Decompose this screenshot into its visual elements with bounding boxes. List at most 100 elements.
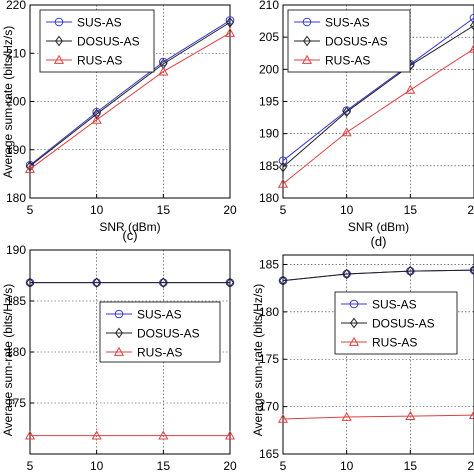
legend-marker [303,35,311,47]
legend-marker [301,54,313,64]
legend-label: SUS-AS [372,298,417,312]
series-line [29,20,231,166]
data-point [224,430,236,440]
legend: SUS-AS DOSUS-AS RUS-AS [334,291,458,355]
y-axis-label: Average sum-rate (bits/Hz/s) [1,284,15,437]
y-tick-label: 165 [259,447,279,461]
y-tick-label: 180 [259,305,279,319]
x-axis-label: SNR (dBm) [348,220,409,234]
y-tick-label: 175 [259,352,279,366]
legend-marker [114,309,124,319]
legend-marker [348,336,360,346]
data-point [226,17,234,28]
data-point [342,268,351,280]
series-line [282,414,474,420]
x-tick-label: 20 [467,459,474,473]
series-line [29,21,231,167]
x-tick-label: 15 [404,459,418,473]
data-point [159,277,168,288]
panel-b: 5 10 15 20 180 185 190 195 200 205 210 SNR (dBm) SUS… [259,0,474,234]
x-tick-label: 5 [280,203,287,217]
y-tick-label: 170 [259,400,279,414]
y-axis-label: Average sum-rate (bits/Hz/s) [1,26,15,179]
series-rus-as [24,27,236,173]
axes-box [282,254,474,455]
x-tick-label: 5 [27,459,34,473]
y-tick-label: 210 [6,46,26,60]
data-point [158,430,169,440]
y-tick-label: 180 [6,191,26,205]
data-point [26,277,34,288]
data-point [224,27,236,37]
legend-marker [350,317,358,329]
data-point [341,411,352,421]
panel-a: 5 10 15 20 180 190 200 210 220 SNR (dBm) Average s… [1,0,237,234]
series-line [29,32,231,170]
data-point [278,156,288,165]
y-tick-label: 200 [259,62,279,76]
y-tick-label: 185 [259,159,279,173]
legend-label: RUS-AS [325,54,370,68]
plot-area [283,255,474,454]
x-tick-label: 10 [90,203,104,217]
data-point [341,127,352,137]
data-point [226,277,234,288]
series-line [282,269,474,282]
legend-label: RUS-AS [137,346,182,360]
legend-marker [113,346,125,356]
x-tick-label: 5 [27,203,34,217]
y-tick-label: 190 [6,143,26,157]
x-tick-label: 15 [157,203,171,217]
y-tick-label: 185 [6,294,26,308]
data-point [342,106,351,118]
data-point [92,108,101,120]
x-tick-label: 10 [90,459,104,473]
legend-marker [302,17,312,27]
legend-label: RUS-AS [372,336,417,350]
data-point [469,13,474,23]
y-tick-label: 175 [6,396,26,410]
x-tick-label: 20 [223,459,237,473]
data-point [24,430,36,440]
panel-d: 5 10 15 20 165 170 175 180 185 Average sum-rate (… [251,234,474,473]
legend-label: DOSUS-AS [372,317,435,331]
data-point [277,413,289,423]
data-point [277,178,289,188]
legend-label: RUS-AS [77,54,122,68]
legend-label: DOSUS-AS [325,35,388,49]
legend: SUS-AS DOSUS-AS RUS-AS [39,9,155,73]
series-dosus-as [26,277,234,288]
y-tick-label: 190 [259,127,279,141]
y-tick-label: 210 [259,0,279,12]
legend-marker [349,299,359,309]
data-point [279,275,287,286]
legend-label: SUS-AS [325,16,370,30]
legend-label: DOSUS-AS [77,35,140,49]
data-point [468,409,474,420]
legend-marker [54,17,64,27]
series-line [282,25,474,168]
y-axis-label: Average sum-rate (bits/Hz/s) [251,284,265,437]
data-point [158,66,169,76]
data-point [468,43,474,53]
data-point [91,114,102,124]
series-line [282,48,474,185]
data-point [405,410,416,420]
data-point [92,277,101,288]
legend: SUS-AS DOSUS-AS RUS-AS [99,301,221,363]
legend: SUS-AS DOSUS-AS RUS-AS [287,9,411,73]
y-tick-label: 190 [6,243,26,257]
legend-marker [115,327,123,339]
series-rus-as [277,409,474,423]
x-axis-label: SNR (dBm) [99,220,160,234]
legend-box [287,9,411,73]
y-tick-label: 180 [259,191,279,205]
x-tick-label: 15 [157,459,171,473]
y-tick-label: 195 [259,95,279,109]
subplot-label: (c) [122,228,137,243]
data-point [470,264,474,276]
x-tick-label: 5 [280,459,287,473]
x-tick-label: 10 [340,203,354,217]
panel-c: 5 10 15 20 175 180 185 190 Average sum-rate (bit… [1,228,237,473]
